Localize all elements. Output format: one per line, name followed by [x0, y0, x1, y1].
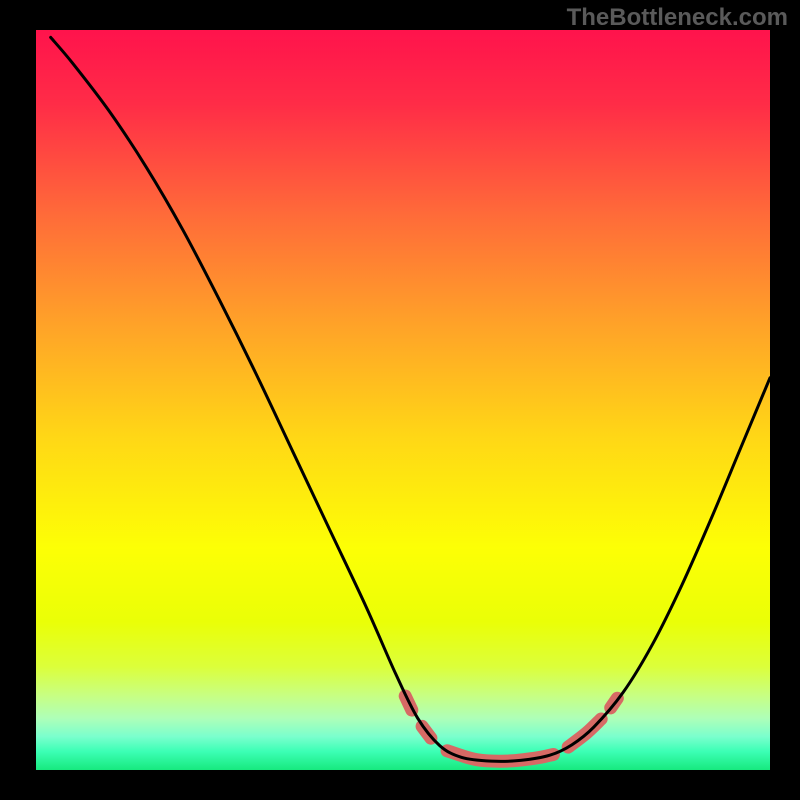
bottleneck-curve	[51, 37, 770, 761]
watermark-text: TheBottleneck.com	[567, 4, 788, 32]
highlight-overlay	[405, 696, 617, 761]
curve-layer	[36, 30, 770, 770]
chart-stage: TheBottleneck.com	[0, 0, 800, 800]
plot-area	[36, 30, 770, 770]
highlight-segment	[447, 751, 553, 761]
